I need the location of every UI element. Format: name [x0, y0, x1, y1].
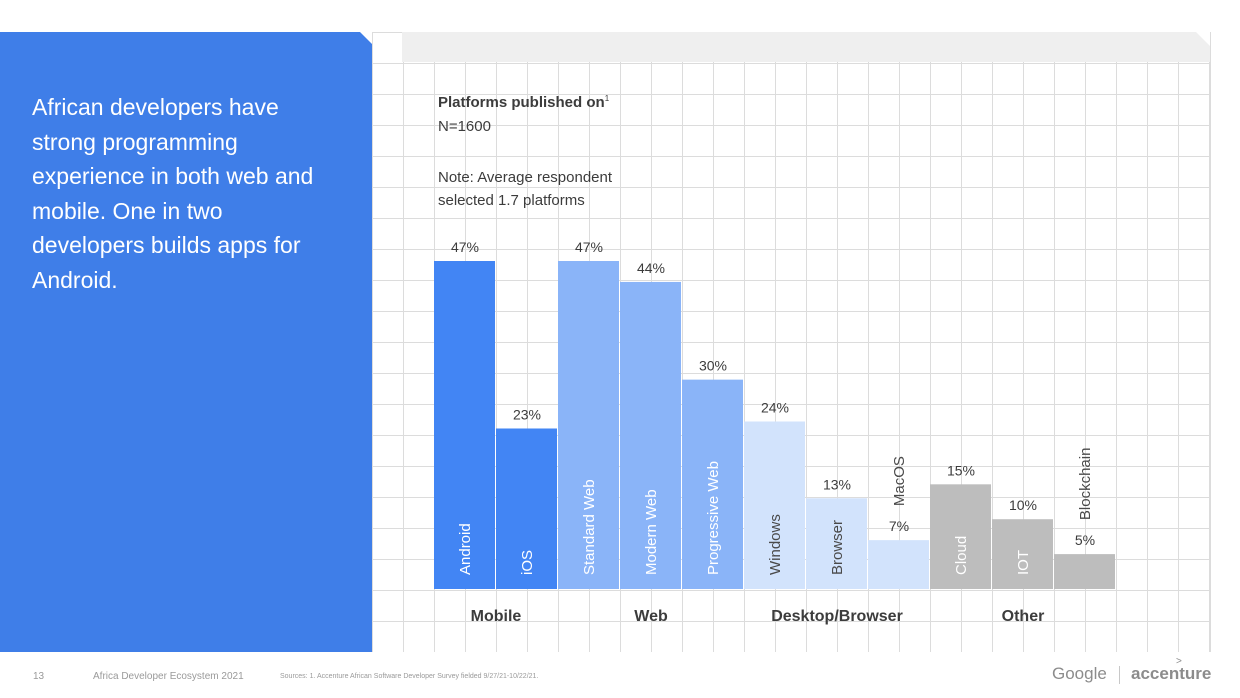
category-label-iot: IOT: [1015, 550, 1032, 575]
slide-headline: African developers have strong programmi…: [32, 94, 314, 293]
group-label-web: Web: [634, 608, 668, 625]
bar-browser: [806, 498, 867, 589]
category-label-cloud: Cloud: [953, 536, 970, 575]
category-label-modern-web: Modern Web: [643, 489, 660, 575]
header-fold: [1196, 32, 1210, 46]
panel-fold: [360, 32, 372, 44]
value-label-android: 47%: [451, 239, 479, 255]
bar-cloud: [930, 484, 991, 589]
value-label-standard-web: 47%: [575, 239, 603, 255]
category-label-ios: iOS: [519, 550, 536, 575]
category-label-android: Android: [457, 523, 474, 575]
bar-iot: [992, 519, 1053, 589]
value-label-progressive-web: 30%: [699, 358, 727, 374]
value-label-blockchain: 5%: [1075, 532, 1095, 548]
headline-panel: [0, 32, 372, 652]
group-label-other: Other: [1002, 608, 1045, 625]
chart-sample-size: N=1600: [438, 118, 491, 135]
group-label-desktop-browser: Desktop/Browser: [771, 608, 903, 625]
category-label-standard-web: Standard Web: [581, 479, 598, 575]
sources-note: Sources: 1. Accenture African Software D…: [280, 673, 539, 680]
chart-header-band: [402, 32, 1210, 62]
value-label-ios: 23%: [513, 406, 541, 422]
category-label-blockchain: Blockchain: [1077, 448, 1094, 521]
category-label-browser: Browser: [829, 520, 846, 575]
bar-macos: [868, 540, 929, 589]
value-label-cloud: 15%: [947, 462, 975, 478]
category-label-macos: MacOS: [891, 456, 908, 506]
bar-modern-web: [620, 281, 681, 589]
chart-title: Platforms published on1: [438, 94, 610, 111]
chart-title-footnote: 1: [604, 94, 610, 103]
bar-standard-web: [558, 261, 619, 589]
value-label-browser: 13%: [823, 476, 851, 492]
report-title: Africa Developer Ecosystem 2021: [93, 671, 244, 682]
value-label-iot: 10%: [1009, 497, 1037, 513]
bar-blockchain: [1054, 554, 1115, 589]
bar-android: [434, 261, 495, 589]
value-label-macos: 7%: [889, 518, 909, 534]
page-number: 13: [33, 671, 45, 682]
bar-windows: [744, 421, 805, 589]
category-label-progressive-web: Progressive Web: [705, 461, 722, 575]
logo-divider: [1119, 666, 1120, 684]
bar-ios: [496, 428, 557, 589]
category-label-windows: Windows: [767, 514, 784, 575]
accenture-mark: >: [1176, 656, 1182, 667]
group-label-mobile: Mobile: [471, 608, 522, 625]
bar-progressive-web: [682, 379, 743, 589]
chart-note: Note: Average respondent selected 1.7 pl…: [438, 169, 613, 209]
accenture-logo: accenture: [1131, 664, 1212, 683]
value-label-windows: 24%: [761, 400, 789, 416]
google-logo: Google: [1052, 664, 1107, 683]
value-label-modern-web: 44%: [637, 260, 665, 276]
